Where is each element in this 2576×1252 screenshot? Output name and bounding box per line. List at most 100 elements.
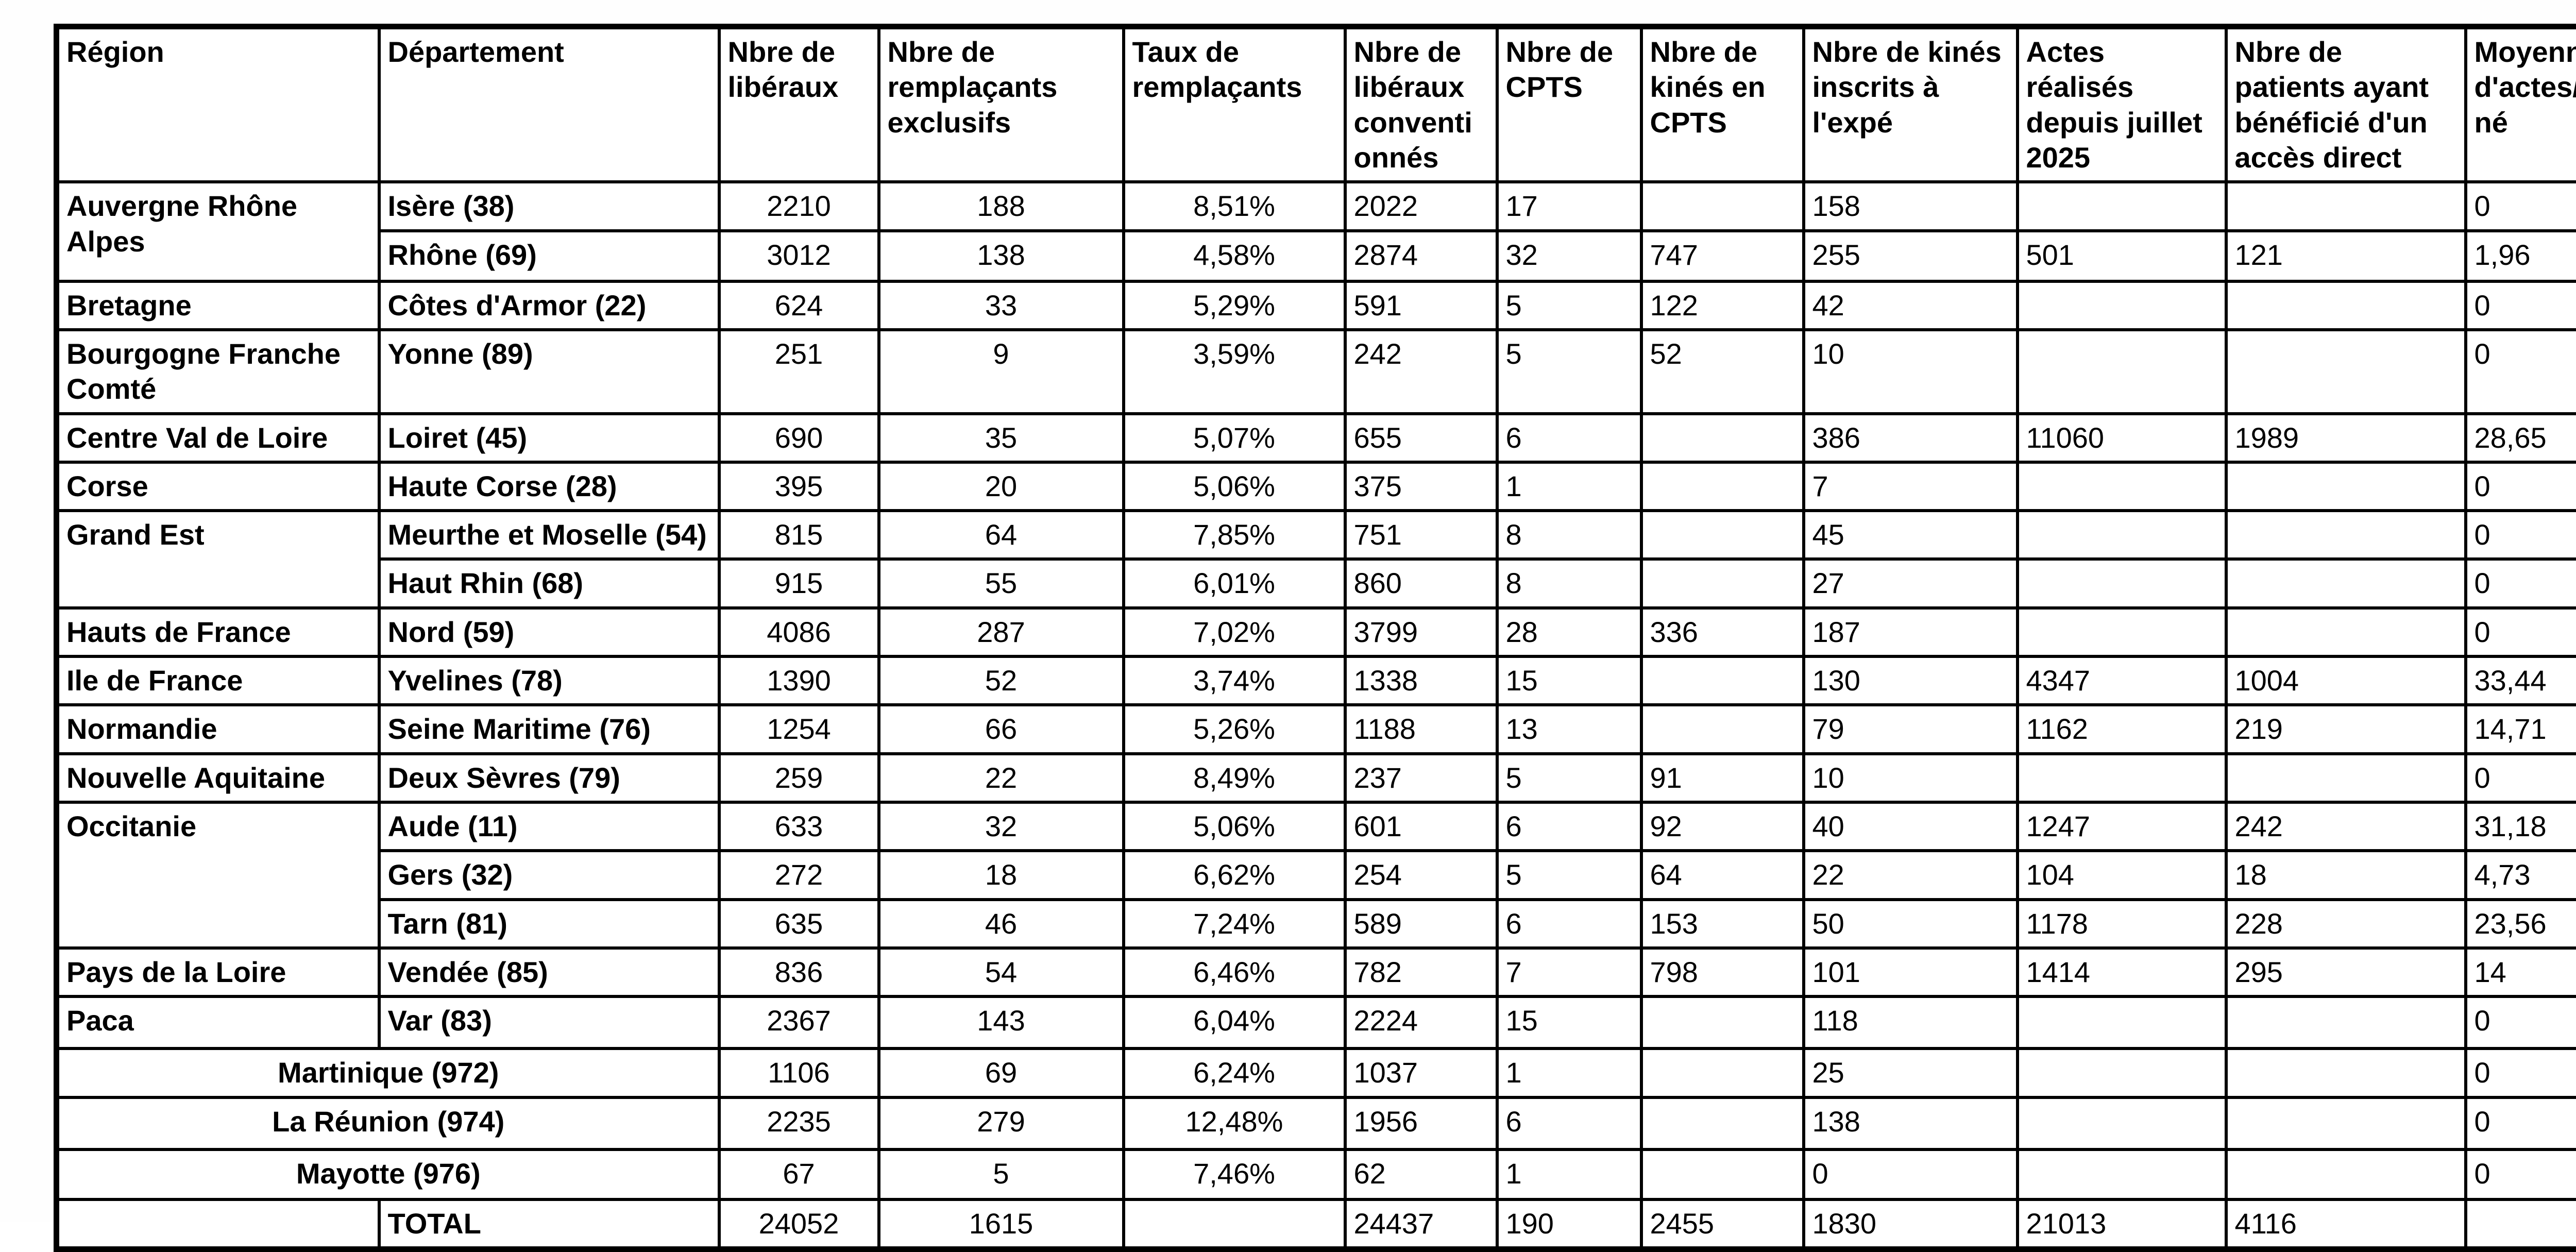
- value-cell: 67: [719, 1149, 879, 1199]
- value-cell: 782: [1345, 948, 1497, 996]
- value-cell: 272: [719, 851, 879, 899]
- value-cell: [2466, 1199, 2576, 1249]
- value-cell: 91: [1641, 754, 1804, 802]
- value-cell: 10: [1804, 754, 2018, 802]
- value-cell: 28,65: [2466, 414, 2576, 462]
- value-cell: 20: [879, 462, 1124, 511]
- territory-cell: La Réunion (974): [57, 1097, 719, 1149]
- department-cell: Loiret (45): [379, 414, 719, 462]
- department-cell: Seine Maritime (76): [379, 705, 719, 753]
- value-cell: 101: [1804, 948, 2018, 996]
- department-cell: Côtes d'Armor (22): [379, 281, 719, 330]
- value-cell: 237: [1345, 754, 1497, 802]
- value-cell: 7,85%: [1124, 511, 1345, 559]
- col-header-12: Moyenne d'actes/kiné: [2466, 27, 2576, 182]
- value-cell: 1989: [2226, 414, 2466, 462]
- value-cell: 5,29%: [1124, 281, 1345, 330]
- region-cell: Grand Est: [57, 511, 379, 608]
- value-cell: 2235: [719, 1097, 879, 1149]
- value-cell: [1641, 656, 1804, 705]
- value-cell: 0: [2466, 1048, 2576, 1097]
- value-cell: [2226, 996, 2466, 1048]
- value-cell: 130: [1804, 656, 2018, 705]
- value-cell: [1641, 414, 1804, 462]
- value-cell: 0: [2466, 608, 2576, 656]
- value-cell: 64: [1641, 851, 1804, 899]
- col-header-11: Nbre de patients ayant bénéficié d'un ac…: [2226, 27, 2466, 182]
- value-cell: 158: [1804, 182, 2018, 230]
- value-cell: 751: [1345, 511, 1497, 559]
- value-cell: 5: [879, 1149, 1124, 1199]
- territory-cell: Martinique (972): [57, 1048, 719, 1097]
- col-header-2: Département: [379, 27, 719, 182]
- value-cell: 0: [2466, 182, 2576, 230]
- value-cell: 15: [1497, 656, 1641, 705]
- value-cell: 4116: [2226, 1199, 2466, 1249]
- value-cell: 0: [2466, 1097, 2576, 1149]
- value-cell: 24437: [1345, 1199, 1497, 1249]
- value-cell: 2874: [1345, 231, 1497, 281]
- value-cell: 1162: [2018, 705, 2226, 753]
- value-cell: [2018, 754, 2226, 802]
- value-cell: 1178: [2018, 900, 2226, 948]
- col-header-10: Actes réalisés depuis juillet 2025: [2018, 27, 2226, 182]
- value-cell: 50: [1804, 900, 2018, 948]
- value-cell: 1414: [2018, 948, 2226, 996]
- department-cell: Yonne (89): [379, 330, 719, 414]
- value-cell: [2018, 1048, 2226, 1097]
- value-cell: 915: [719, 559, 879, 607]
- value-cell: 601: [1345, 802, 1497, 851]
- value-cell: 1: [1497, 1149, 1641, 1199]
- value-cell: 655: [1345, 414, 1497, 462]
- value-cell: [2018, 1149, 2226, 1199]
- value-cell: 35: [879, 414, 1124, 462]
- value-cell: 54: [879, 948, 1124, 996]
- value-cell: 66: [879, 705, 1124, 753]
- region-cell: Normandie: [57, 705, 379, 753]
- value-cell: 2022: [1345, 182, 1497, 230]
- value-cell: 5: [1497, 330, 1641, 414]
- value-cell: [2018, 559, 2226, 607]
- value-cell: 1188: [1345, 705, 1497, 753]
- department-cell: Aude (11): [379, 802, 719, 851]
- value-cell: 0: [1804, 1149, 2018, 1199]
- region-cell: Corse: [57, 462, 379, 511]
- value-cell: 860: [1345, 559, 1497, 607]
- value-cell: 14: [2466, 948, 2576, 996]
- department-cell: Haut Rhin (68): [379, 559, 719, 607]
- value-cell: 15: [1497, 996, 1641, 1048]
- value-cell: [1124, 1199, 1345, 1249]
- department-cell: Meurthe et Moselle (54): [379, 511, 719, 559]
- value-cell: 32: [1497, 231, 1641, 281]
- region-cell: Ile de France: [57, 656, 379, 705]
- value-cell: [1641, 559, 1804, 607]
- department-cell: Tarn (81): [379, 900, 719, 948]
- total-label-cell: TOTAL: [379, 1199, 719, 1249]
- value-cell: 2367: [719, 996, 879, 1048]
- value-cell: 7: [1497, 948, 1641, 996]
- value-cell: 31,18: [2466, 802, 2576, 851]
- value-cell: 5,07%: [1124, 414, 1345, 462]
- value-cell: 18: [879, 851, 1124, 899]
- value-cell: 42: [1804, 281, 2018, 330]
- value-cell: 1615: [879, 1199, 1124, 1249]
- value-cell: 0: [2466, 281, 2576, 330]
- value-cell: 1: [1497, 1048, 1641, 1097]
- value-cell: 6,04%: [1124, 996, 1345, 1048]
- value-cell: 6: [1497, 1097, 1641, 1149]
- value-cell: 40: [1804, 802, 2018, 851]
- department-cell: Isère (38): [379, 182, 719, 230]
- value-cell: 55: [879, 559, 1124, 607]
- value-cell: [2018, 996, 2226, 1048]
- region-cell: Nouvelle Aquitaine: [57, 754, 379, 802]
- value-cell: 2224: [1345, 996, 1497, 1048]
